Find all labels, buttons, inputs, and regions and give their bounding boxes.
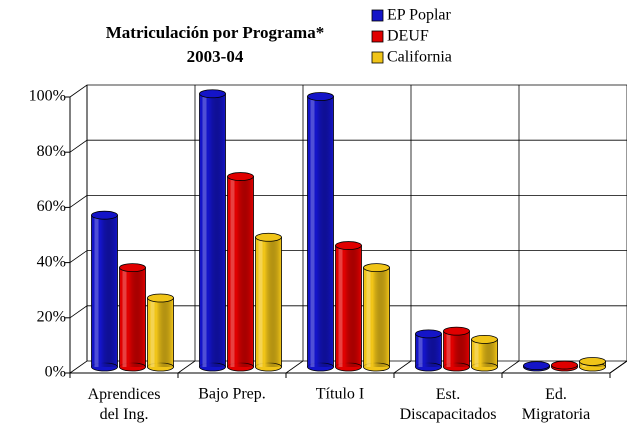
floor-divider	[285, 360, 304, 374]
bar	[443, 326, 470, 372]
floor-divider	[609, 360, 627, 374]
legend-label: California	[387, 49, 452, 66]
bar-body-shade	[471, 339, 498, 367]
x-tick-label: Título I	[316, 386, 364, 403]
bar-top	[363, 263, 390, 273]
legend-label: DEUF	[387, 28, 429, 45]
x-tick-label: Aprendices del Ing.	[88, 386, 161, 423]
back-wall	[70, 85, 627, 97]
bar-top	[199, 89, 226, 99]
bar-body-shade	[255, 237, 282, 367]
grid-line	[69, 139, 627, 153]
bar-top	[523, 361, 550, 371]
chart-subtitle: 2003-04	[187, 47, 244, 66]
bar-highlight	[150, 298, 155, 367]
bar-top	[551, 360, 578, 370]
bar-highlight	[366, 267, 371, 367]
bar-top	[307, 92, 334, 101]
y-tick-label: 0%	[45, 364, 66, 381]
chart-title: Matriculación por Programa*	[106, 23, 324, 42]
bar	[147, 293, 174, 372]
bar-body-shade	[363, 267, 390, 367]
bar-highlight	[338, 245, 343, 367]
bar-highlight	[122, 267, 127, 367]
bar-body-shade	[415, 333, 442, 367]
bar-highlight	[202, 93, 207, 367]
bar-highlight	[230, 176, 235, 367]
bar	[199, 89, 226, 372]
bar	[227, 172, 254, 372]
bar-top	[443, 326, 470, 336]
bar	[91, 210, 118, 372]
bar-body-shade	[335, 245, 362, 367]
bar	[307, 92, 334, 372]
bar	[579, 357, 606, 372]
bar-top	[147, 293, 174, 303]
y-tick-label: 20%	[37, 308, 66, 325]
bar	[523, 361, 550, 372]
bar-body-shade	[443, 331, 470, 367]
legend-label: EP Poplar	[387, 7, 452, 24]
bar-top	[255, 232, 282, 242]
grid-line	[69, 194, 627, 208]
bar	[119, 263, 146, 372]
y-tick-label: 100%	[29, 88, 66, 105]
bar-body-shade	[119, 267, 146, 367]
bar	[255, 232, 282, 372]
bar-body-shade	[227, 176, 254, 367]
bar	[551, 360, 578, 372]
bar-top	[119, 263, 146, 273]
bar-body-shade	[307, 96, 334, 368]
grid-line	[69, 84, 627, 98]
bar-body-shade	[91, 215, 118, 367]
x-tick-label: Ed. Migratoria	[522, 386, 590, 423]
bar-highlight	[474, 339, 479, 367]
floor-divider	[177, 360, 196, 374]
legend-swatch	[371, 51, 384, 64]
bar-highlight	[418, 333, 423, 367]
bar-body-shade	[147, 298, 174, 367]
bar-highlight	[310, 96, 315, 368]
floor-divider	[393, 360, 412, 374]
x-tick-label: Est. Discapacitados	[400, 386, 497, 423]
bar-highlight	[94, 215, 99, 367]
y-tick-label: 40%	[37, 253, 66, 270]
bar-top	[579, 357, 606, 366]
bar-top	[335, 241, 362, 250]
x-tick-label: Bajo Prep.	[198, 386, 266, 403]
legend-swatch	[371, 9, 384, 22]
y-tick-label: 60%	[37, 198, 66, 215]
bar-highlight	[258, 237, 263, 367]
bar-top	[415, 329, 442, 339]
y-tick-label: 80%	[37, 143, 66, 160]
legend-swatch	[371, 30, 384, 43]
bar-highlight	[446, 331, 451, 367]
bar	[415, 329, 442, 372]
bar	[471, 334, 498, 372]
bar-body-shade	[199, 93, 226, 367]
bar-top	[227, 172, 254, 181]
bar-top	[471, 334, 498, 344]
bar-top	[91, 210, 118, 220]
bar	[335, 241, 362, 372]
bar	[363, 263, 390, 372]
floor-divider	[501, 360, 520, 374]
